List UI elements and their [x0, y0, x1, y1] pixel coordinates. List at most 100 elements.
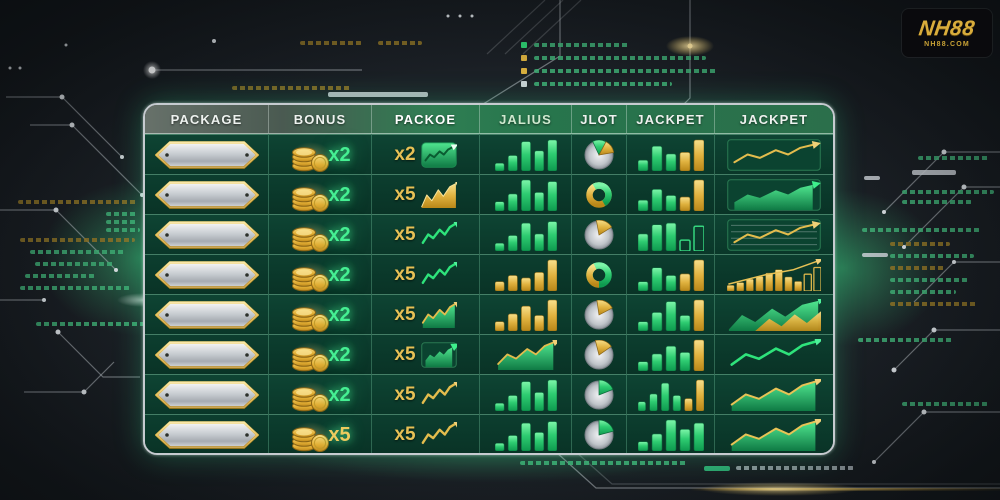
package-cell — [145, 134, 269, 174]
jackpet-trend-cell — [715, 134, 833, 174]
pie-chart-icon — [584, 299, 614, 329]
pie-chart-icon — [584, 419, 614, 449]
jackpet-bars-cell — [627, 214, 715, 254]
jackpot-trend-chart-icon — [730, 338, 821, 366]
packoe-multiplier: x5 — [394, 224, 416, 245]
silver-badge-icon — [154, 260, 259, 289]
column-header-4-jalius: JALIUS — [480, 105, 572, 133]
bonus-group: x2 — [289, 217, 351, 253]
packoe-cell: x5 — [372, 214, 480, 254]
column-header-5-jlot: JLOT — [572, 105, 627, 133]
silver-badge-icon — [154, 140, 259, 169]
jackpet-bars-cell — [627, 334, 715, 374]
jalius-cell — [480, 334, 572, 374]
table-body: x2 x2 x2 x5 x2 x5 x2 x5 x2 x5 x2 x5 x2 x5 — [145, 134, 833, 453]
jackpot-bar-chart-icon — [637, 339, 704, 371]
package-cell — [145, 414, 269, 453]
decorative-microtext — [736, 466, 854, 470]
jalius-cell — [480, 214, 572, 254]
jackpot-bar-chart-icon — [637, 139, 704, 171]
silver-badge-icon — [154, 220, 259, 249]
packoe-cell: x5 — [372, 174, 480, 214]
jackpot-bar-chart-icon — [637, 379, 704, 411]
decorative-microtext — [300, 41, 362, 45]
legend-swatch-green — [521, 42, 527, 48]
bonus-multiplier: x2 — [328, 303, 351, 326]
gold-coins-icon — [290, 421, 333, 452]
jackpet-bars-cell — [627, 174, 715, 214]
decorative-microtext — [890, 266, 946, 270]
packoe-multiplier: x5 — [394, 304, 416, 325]
bar-chart-icon — [494, 379, 557, 411]
jackpot-bar-chart-icon — [637, 299, 704, 331]
decorative-microtext — [378, 41, 422, 45]
gold-coins-icon — [290, 261, 333, 292]
decorative-microtext — [862, 228, 980, 232]
trend-chart-icon — [421, 421, 457, 444]
bonus-group: x2 — [289, 297, 351, 333]
jackpet-trend-cell — [715, 174, 833, 214]
jlot-cell — [572, 134, 627, 174]
bonus-cell: x2 — [269, 174, 372, 214]
packoe-cell: x5 — [372, 334, 480, 374]
silver-badge-icon — [154, 340, 259, 369]
table-row: x2 x5 — [145, 334, 833, 374]
table-row: x2 x5 — [145, 294, 833, 334]
jackpet-trend-cell — [715, 254, 833, 294]
decorative-microtext — [858, 338, 954, 342]
table-row: x5 x5 — [145, 414, 833, 453]
silver-badge-icon — [154, 180, 259, 209]
jlot-cell — [572, 294, 627, 334]
trend-chart-icon — [420, 141, 457, 168]
packoe-multiplier: x5 — [394, 264, 416, 285]
decorative-microtext — [106, 220, 136, 224]
legend-swatch-gold — [521, 55, 527, 61]
decorative-microtext — [30, 250, 125, 254]
jlot-cell — [572, 214, 627, 254]
jlot-cell — [572, 374, 627, 414]
decorative-microtext — [890, 302, 978, 306]
bonus-group: x5 — [289, 417, 351, 453]
decorative-microtext — [534, 43, 629, 47]
pie-chart-icon — [586, 181, 612, 208]
jackpet-trend-cell — [715, 214, 833, 254]
bonus-multiplier: x2 — [328, 263, 351, 286]
bonus-cell: x2 — [269, 334, 372, 374]
jlot-cell — [572, 174, 627, 214]
packages-table: PACKAGE BONUS PACKOE JALIUS JLOT JACKPET JACKP… — [143, 103, 835, 455]
legend-swatch-gold — [521, 68, 527, 74]
decorative-microtext — [704, 466, 730, 471]
trend-chart-icon — [420, 181, 457, 208]
decorative-microtext — [902, 402, 988, 406]
pie-chart-icon — [584, 219, 614, 249]
logo-title: NH88 — [917, 17, 977, 40]
trend-chart-icon — [421, 301, 457, 328]
bonus-group: x2 — [289, 257, 351, 293]
bonus-cell: x2 — [269, 254, 372, 294]
decorative-microtext — [890, 242, 950, 246]
table-row: x2 x2 — [145, 134, 833, 174]
package-cell — [145, 334, 269, 374]
decorative-microtext — [534, 69, 718, 73]
bonus-group: x2 — [289, 377, 351, 413]
jlot-cell — [572, 254, 627, 294]
bonus-group: x2 — [289, 137, 351, 173]
package-cell — [145, 254, 269, 294]
top-legend — [521, 42, 718, 87]
legend-item — [521, 55, 718, 61]
jackpet-trend-cell — [715, 414, 833, 453]
trend-chart-icon — [421, 261, 457, 284]
table-row: x2 x5 — [145, 254, 833, 294]
jackpet-bars-cell — [627, 374, 715, 414]
decorative-microtext — [902, 200, 972, 204]
gold-coins-icon — [290, 381, 333, 412]
legend-item — [521, 68, 718, 74]
pie-chart-icon — [584, 339, 614, 369]
decorative-microtext — [25, 274, 95, 278]
packoe-multiplier: x5 — [394, 384, 416, 405]
logo-subtitle: NH88.COM — [924, 41, 970, 48]
bar-chart-icon — [494, 259, 557, 291]
table-header-row: PACKAGE BONUS PACKOE JALIUS JLOT JACKPET JACKP… — [145, 105, 833, 134]
jackpot-trend-chart-icon — [727, 258, 821, 291]
jlot-cell — [572, 414, 627, 453]
